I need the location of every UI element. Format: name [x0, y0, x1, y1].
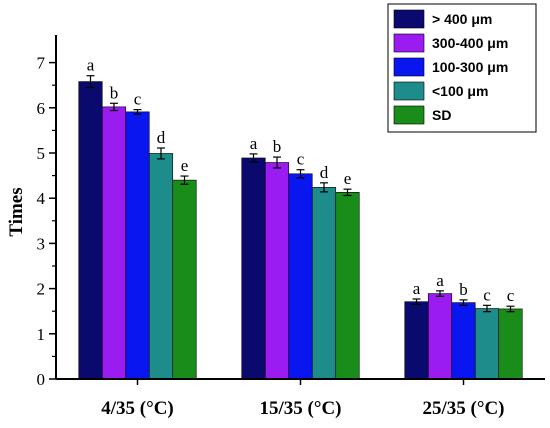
legend: > 400 μm 300-400 μm 100-300 μm <100 μm SD [387, 3, 537, 133]
y-tick-label: 5 [37, 144, 46, 163]
bar [474, 308, 500, 380]
legend-label: SD [432, 107, 451, 123]
bar [101, 106, 127, 380]
x-axis: 4/35 (°C) 15/35 (°C) 25/35 (°C) [56, 378, 545, 419]
legend-swatch [393, 81, 425, 101]
significance-label: c [134, 90, 142, 109]
bar [451, 302, 476, 380]
legend-label: <100 μm [432, 83, 488, 99]
legend-swatch [393, 105, 425, 125]
significance-label: d [320, 163, 329, 182]
y-tick-label: 1 [37, 325, 46, 344]
y-tick-label: 4 [37, 189, 46, 208]
y-axis: 0 1 2 3 4 5 6 7 [37, 35, 57, 389]
significance-label: a [87, 56, 95, 75]
significance-label: c [297, 150, 305, 169]
legend-label: 300-400 μm [432, 35, 508, 51]
bar [335, 192, 360, 380]
x-tick-label: 15/35 (°C) [259, 398, 341, 419]
bar [264, 162, 290, 380]
significance-label: d [157, 128, 166, 147]
y-tick-label: 3 [37, 234, 46, 253]
bar [311, 187, 337, 380]
significance-label: b [110, 83, 119, 102]
bar [172, 179, 197, 380]
bar [404, 301, 429, 380]
legend-label: 100-300 μm [432, 59, 508, 75]
y-tick-label: 0 [37, 370, 46, 389]
significance-label: b [459, 280, 468, 299]
legend-swatch [393, 57, 425, 77]
x-tick-label: 25/35 (°C) [422, 398, 504, 419]
significance-label: c [507, 286, 515, 305]
legend-swatch [393, 33, 425, 53]
y-axis-title: Times [6, 187, 27, 236]
significance-label: c [483, 285, 491, 304]
legend-label: > 400 μm [432, 11, 492, 27]
y-tick-label: 2 [37, 280, 46, 299]
y-tick-label: 7 [37, 54, 46, 73]
bar [241, 157, 266, 380]
legend-swatch [393, 9, 425, 29]
significance-label: e [344, 169, 352, 188]
bar [125, 111, 150, 380]
bar [78, 81, 103, 380]
significance-label: a [413, 279, 421, 298]
significance-label: a [250, 134, 258, 153]
bar [498, 308, 523, 380]
significance-label: b [273, 137, 282, 156]
bar [427, 293, 453, 380]
significance-label: a [436, 271, 444, 290]
significance-label: e [181, 156, 189, 175]
bar [148, 153, 174, 380]
x-tick-label: 4/35 (°C) [101, 398, 174, 419]
bar [288, 173, 313, 380]
y-tick-label: 6 [37, 99, 46, 118]
